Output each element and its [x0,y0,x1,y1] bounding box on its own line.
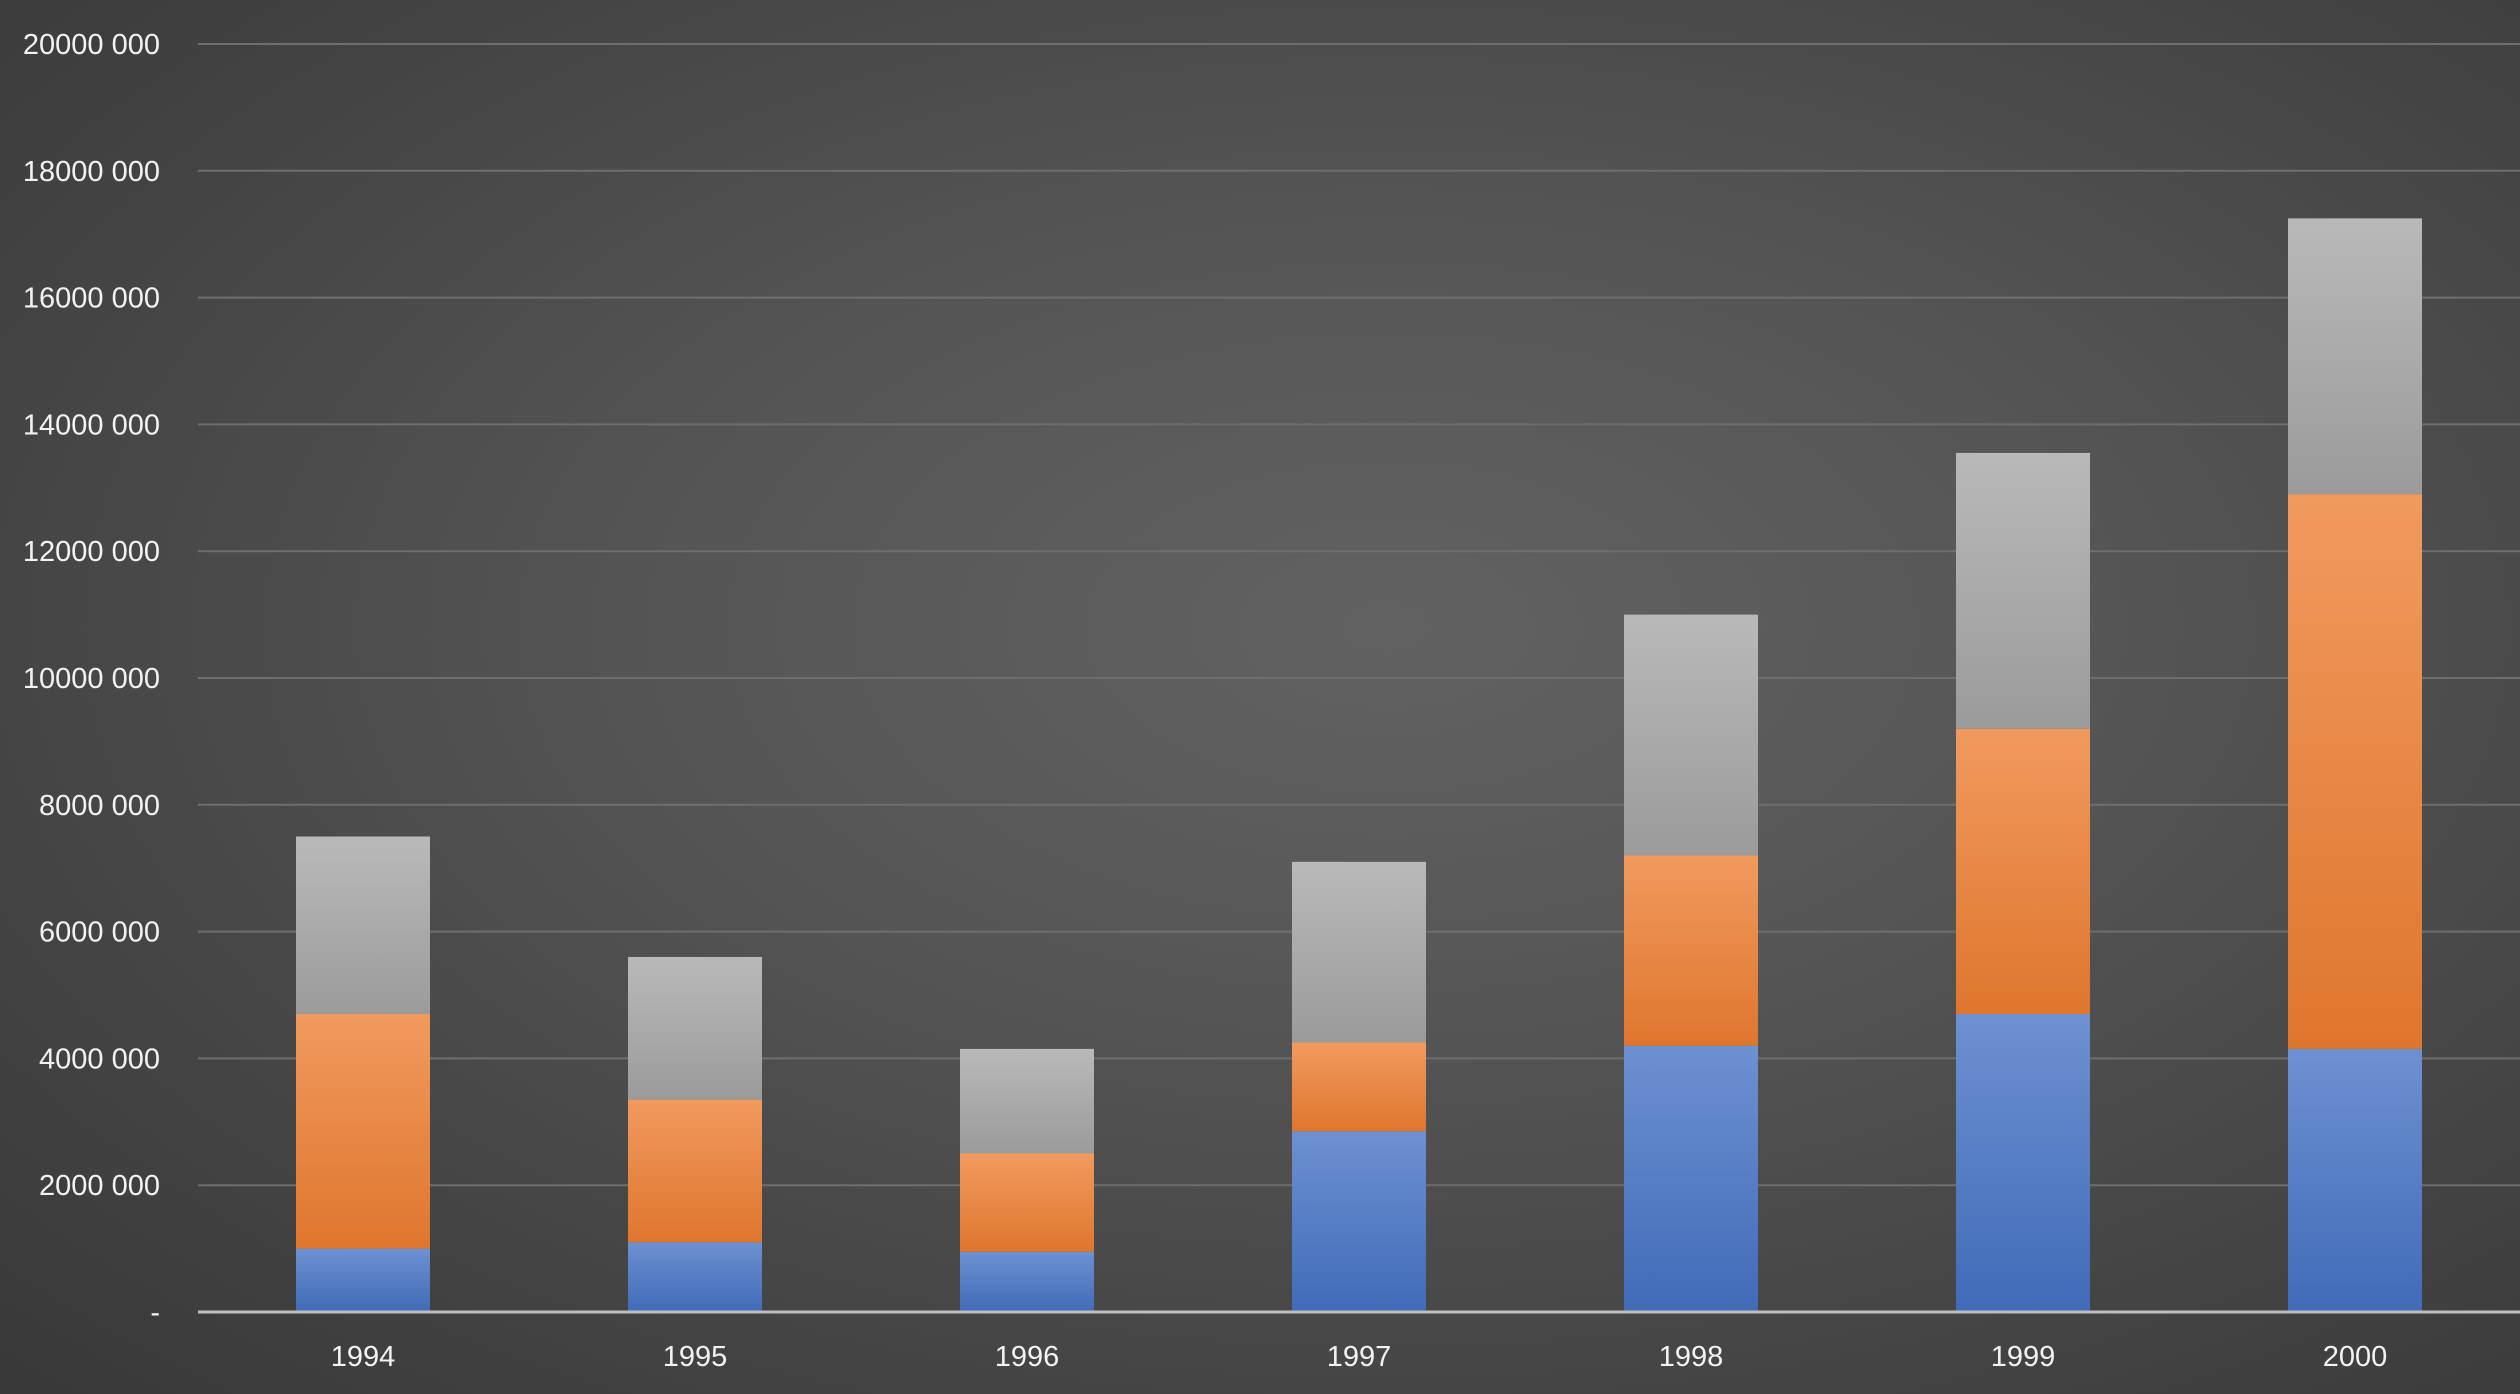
y-tick-label: 14000 000 [23,409,160,441]
x-tick-label: 1999 [1991,1341,2056,1373]
y-tick-label: 12000 000 [23,536,160,568]
bar-segment [296,1014,430,1249]
bar-segment [2288,1048,2422,1312]
bar-stack-1998 [1624,614,1758,1312]
x-tick-label: 1994 [331,1341,396,1373]
y-tick-label: - [150,1297,160,1329]
bar-stack-1994 [296,836,430,1312]
gridlines [198,43,2520,1187]
bar-segment [1292,861,1426,1043]
bar-segment [2288,218,2422,495]
bar-stack-1996 [960,1048,1094,1312]
y-tick-label: 2000 000 [39,1170,160,1202]
bar-segment [1292,1042,1426,1132]
bars [296,218,2422,1312]
bar-stack-1999 [1956,452,2090,1312]
x-tick-label: 1996 [995,1341,1060,1373]
bar-segment [628,1099,762,1243]
bar-segment [2288,494,2422,1049]
y-tick-label: 10000 000 [23,663,160,695]
y-tick-label: 8000 000 [39,790,160,822]
bar-segment [1292,1131,1426,1312]
bar-segment [1624,614,1758,856]
bar-stack-2000 [2288,218,2422,1312]
bar-segment [1956,452,2090,729]
bar-segment [296,1248,430,1312]
x-tick-label: 1998 [1659,1341,1724,1373]
bar-segment [1956,1014,2090,1312]
bar-stack-1997 [1292,861,1426,1312]
bar-segment [960,1153,1094,1252]
bar-segment [1624,855,1758,1046]
y-tick-label: 16000 000 [23,283,160,315]
axes: - 2000 000 4000 000 6000 000 8000 000 10000 0… [23,29,2520,1373]
bar-segment [296,836,430,1015]
bar-segment [628,956,762,1100]
x-tick-label: 1997 [1327,1341,1392,1373]
bar-segment [960,1251,1094,1312]
y-tick-label: 20000 000 [23,29,160,61]
y-tick-label: 6000 000 [39,917,160,949]
bar-stack-1995 [628,956,762,1312]
x-tick-label: 2000 [2323,1341,2388,1373]
bar-segment [1624,1045,1758,1312]
bar-segment [1956,728,2090,1015]
bar-segment [628,1242,762,1312]
y-tick-label: 18000 000 [23,156,160,188]
bar-segment [960,1048,1094,1154]
x-tick-label: 1995 [663,1341,728,1373]
y-tick-label: 4000 000 [39,1043,160,1075]
